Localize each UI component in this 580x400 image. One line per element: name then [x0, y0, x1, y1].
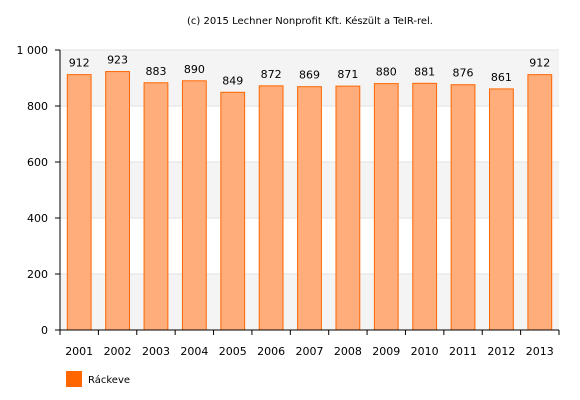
legend-swatch: [66, 371, 82, 387]
x-tick-2008: 2008: [334, 345, 362, 358]
data-label-2006: 872: [261, 68, 282, 81]
x-tick-2004: 2004: [180, 345, 208, 358]
data-label-2002: 923: [107, 54, 128, 67]
bar-2010: [412, 82, 438, 331]
x-tick-2002: 2002: [104, 345, 132, 358]
y-tick-labels: 0 200 400 600 800 1 000: [17, 44, 60, 337]
bar-2003: [143, 82, 169, 331]
y-tick-1000: 1 000: [17, 44, 49, 57]
data-label-2008: 871: [337, 68, 358, 81]
legend: Ráckeve: [66, 371, 130, 387]
bar-2011: [450, 84, 476, 331]
data-label-2012: 861: [491, 71, 512, 84]
legend-label: Ráckeve: [88, 374, 130, 386]
data-labels: 912 923 883 890 849 872 869 871 880 881 876 861 912: [69, 54, 551, 88]
data-label-2007: 869: [299, 69, 320, 82]
data-label-2001: 912: [69, 57, 90, 70]
y-tick-800: 800: [27, 100, 48, 113]
x-tick-2012: 2012: [487, 345, 515, 358]
chart-title: (c) 2015 Lechner Nonprofit Kft. Készült …: [187, 15, 433, 27]
y-tick-200: 200: [27, 268, 48, 281]
x-tick-2013: 2013: [526, 345, 554, 358]
y-tick-0: 0: [41, 324, 48, 337]
x-tick-2005: 2005: [219, 345, 247, 358]
x-tick-2001: 2001: [65, 345, 93, 358]
data-label-2010: 881: [414, 65, 435, 78]
x-tick-2006: 2006: [257, 345, 285, 358]
data-label-2004: 890: [184, 63, 205, 76]
y-tick-400: 400: [27, 212, 48, 225]
y-tick-600: 600: [27, 156, 48, 169]
bar-2006: [258, 85, 284, 331]
bar-2012: [489, 88, 514, 331]
data-label-2011: 876: [453, 67, 474, 80]
bar-2009: [373, 83, 399, 331]
bar-2002: [105, 71, 130, 331]
axes: [59, 50, 559, 331]
x-tick-2003: 2003: [142, 345, 170, 358]
bar-2005: [220, 91, 246, 331]
data-label-2013: 912: [529, 57, 550, 70]
bar-2008: [335, 85, 361, 331]
x-tick-2011: 2011: [449, 345, 477, 358]
bar-2007: [297, 86, 322, 331]
bar-2001: [66, 74, 92, 331]
x-tick-2007: 2007: [296, 345, 324, 358]
x-tick-2009: 2009: [372, 345, 400, 358]
x-tick-2010: 2010: [411, 345, 439, 358]
data-label-2005: 849: [222, 74, 243, 87]
bar-2004: [181, 80, 207, 331]
bar-2013: [527, 74, 553, 331]
x-tick-labels: 2001 2002 2003 2004 2005 2006 2007 2008 2009 2010…: [59, 330, 560, 358]
data-label-2003: 883: [145, 65, 166, 78]
data-label-2009: 880: [376, 66, 397, 79]
